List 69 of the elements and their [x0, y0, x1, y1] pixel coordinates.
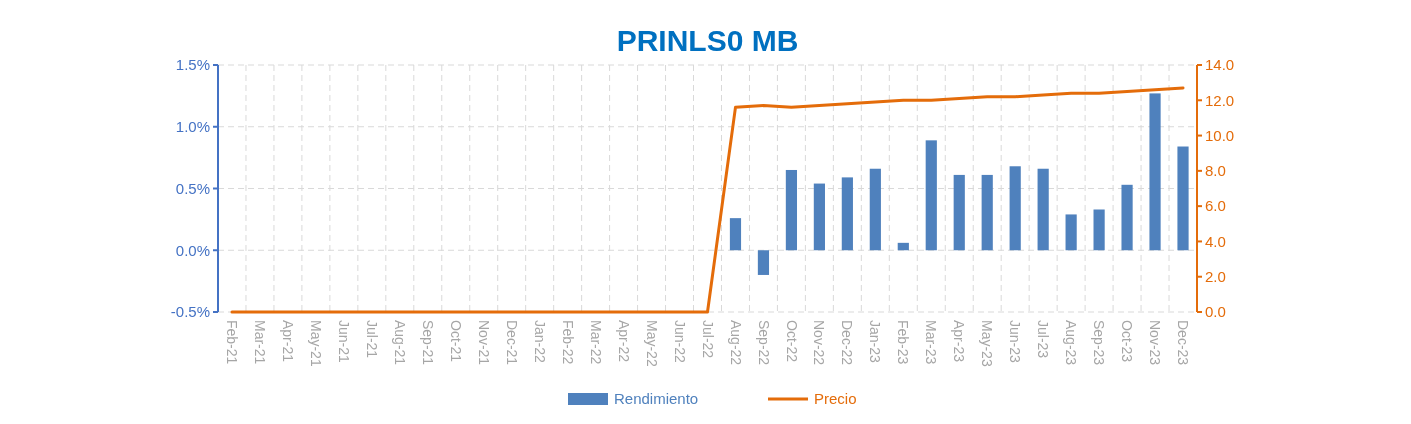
legend-label: Precio [814, 390, 857, 408]
y-tick-label: -0.5% [170, 303, 210, 321]
x-tick-label: Sep-21 [419, 320, 436, 366]
x-tick-label: May-22 [643, 320, 660, 367]
x-tick-label: Jun-21 [335, 320, 352, 364]
y2-tick-label: 12.0 [1205, 91, 1235, 109]
bar [813, 183, 825, 251]
y2-tick-label: 4.0 [1205, 232, 1226, 250]
bar [869, 168, 881, 251]
bar [1093, 209, 1105, 251]
x-tick-label: Jun-23 [1007, 320, 1024, 364]
x-tick-label: Dec-22 [839, 320, 856, 366]
chart-title: PRINLS0 MB [616, 24, 799, 57]
bar [1009, 166, 1021, 251]
x-tick-label: Mar-21 [252, 320, 269, 365]
x-tick-label: Apr-22 [615, 320, 632, 363]
legend-label: Rendimiento [614, 390, 699, 408]
x-tick-label: Dec-23 [1175, 320, 1192, 366]
bar [729, 218, 742, 251]
line-series [230, 86, 1185, 314]
x-tick-label: Nov-21 [475, 320, 492, 366]
bar [1177, 146, 1189, 251]
bar [925, 140, 937, 251]
bar [1037, 168, 1049, 251]
x-tick-label: Oct-21 [447, 320, 464, 363]
bar [1065, 214, 1077, 251]
x-tick-label: Nov-23 [1147, 320, 1164, 366]
y2-tick-label: 2.0 [1205, 267, 1226, 285]
bar [757, 250, 770, 275]
x-tick-label: May-23 [979, 320, 996, 367]
x-tick-label: Jul-22 [699, 320, 716, 359]
bar [953, 174, 965, 251]
x-tick-label: Aug-22 [727, 320, 744, 366]
x-tick-label: Oct-22 [783, 320, 800, 363]
bar [981, 174, 993, 251]
y2-tick-label: 8.0 [1205, 162, 1226, 180]
x-tick-label: Jul-23 [1035, 320, 1052, 359]
x-tick-label: Feb-23 [895, 320, 912, 365]
bar [897, 242, 909, 251]
x-tick-label: May-21 [308, 320, 324, 367]
bar [841, 177, 853, 251]
x-tick-label: Mar-23 [923, 320, 940, 365]
x-tick-label: Aug-23 [1063, 320, 1080, 366]
x-tick-label: Dec-21 [503, 320, 520, 366]
x-tick-label: Apr-23 [951, 320, 968, 363]
y2-tick-label: 14.0 [1205, 56, 1235, 74]
x-tick-label: Aug-21 [391, 320, 408, 366]
x-tick-label: Feb-21 [224, 320, 241, 365]
x-tick-label: Apr-21 [280, 320, 297, 363]
x-tick-label: Oct-23 [1119, 320, 1136, 363]
x-tick-label: Jun-22 [671, 320, 688, 364]
x-tick-label: Nov-22 [811, 320, 828, 366]
x-tick-label: Feb-22 [559, 320, 576, 365]
bar [785, 169, 798, 251]
x-tick-label: Sep-22 [755, 320, 772, 366]
bar [1149, 93, 1161, 251]
x-tick-label: Sep-23 [1091, 320, 1108, 366]
y-tick-label: 0.5% [175, 179, 210, 197]
bar [1121, 184, 1133, 251]
y-tick-label: 0.0% [175, 241, 210, 259]
y-tick-label: 1.5% [175, 56, 210, 74]
y2-tick-label: 10.0 [1205, 126, 1235, 144]
x-tick-label: Jan-23 [867, 320, 884, 364]
x-tick-label: Jan-22 [531, 320, 548, 364]
x-tick-label: Mar-22 [587, 320, 604, 365]
y-tick-label: 1.0% [175, 118, 210, 135]
y2-tick-label: 0.0 [1205, 303, 1226, 321]
x-tick-label: Jul-21 [363, 320, 380, 359]
y2-tick-label: 6.0 [1205, 197, 1226, 215]
